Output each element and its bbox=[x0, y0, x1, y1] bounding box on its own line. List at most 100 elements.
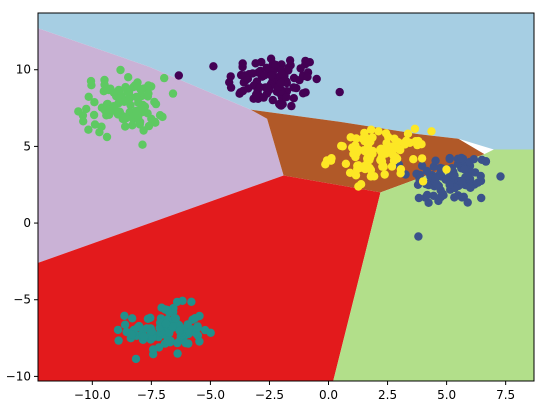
data-point-cluster-4 bbox=[158, 112, 167, 122]
data-point-cluster-5 bbox=[379, 162, 388, 171]
x-tick-label: −5.0 bbox=[196, 388, 225, 402]
data-point-cluster-3 bbox=[147, 327, 156, 336]
data-point-cluster-1 bbox=[260, 71, 269, 80]
data-point-cluster-1 bbox=[251, 59, 260, 68]
data-point-cluster-2 bbox=[457, 176, 466, 186]
data-point-cluster-3 bbox=[168, 322, 177, 331]
data-point-cluster-4 bbox=[120, 97, 129, 107]
data-point-cluster-4 bbox=[150, 97, 159, 107]
data-point-cluster-1 bbox=[226, 83, 236, 92]
data-point-cluster-1 bbox=[267, 71, 276, 80]
x-tick-label: −10.0 bbox=[74, 388, 111, 402]
data-point-cluster-5 bbox=[389, 151, 398, 160]
data-point-cluster-5 bbox=[374, 127, 383, 136]
data-point-cluster-1 bbox=[276, 101, 285, 110]
data-point-cluster-4 bbox=[147, 114, 156, 124]
data-point-cluster-3 bbox=[200, 325, 210, 335]
data-point-cluster-4 bbox=[89, 110, 99, 120]
data-point-cluster-5 bbox=[417, 154, 427, 163]
data-point-cluster-2 bbox=[432, 180, 442, 189]
data-point-cluster-5 bbox=[360, 164, 370, 174]
data-point-cluster-5 bbox=[442, 165, 451, 174]
data-point-cluster-4 bbox=[131, 106, 141, 116]
data-point-cluster-5 bbox=[351, 171, 361, 180]
data-point-cluster-1 bbox=[289, 83, 298, 92]
y-tick-label: 10 bbox=[16, 63, 31, 77]
data-point-cluster-4 bbox=[84, 92, 93, 102]
y-tick-label: 0 bbox=[23, 216, 31, 230]
data-point-cluster-1 bbox=[285, 56, 295, 65]
data-point-cluster-4 bbox=[102, 132, 112, 142]
data-point-cluster-5 bbox=[418, 177, 428, 186]
data-point-cluster-2 bbox=[496, 172, 505, 181]
data-point-cluster-2 bbox=[459, 192, 468, 201]
data-point-cluster-4 bbox=[124, 73, 133, 82]
data-point-cluster-3 bbox=[120, 320, 130, 329]
data-point-cluster-4 bbox=[116, 65, 125, 75]
data-point-cluster-3 bbox=[128, 314, 137, 323]
data-point-cluster-3 bbox=[190, 314, 200, 323]
data-point-cluster-3 bbox=[183, 320, 192, 329]
data-point-cluster-5 bbox=[409, 155, 418, 164]
data-point-cluster-3 bbox=[195, 337, 204, 346]
data-point-cluster-4 bbox=[100, 75, 109, 85]
data-point-cluster-3 bbox=[131, 354, 141, 364]
data-point-cluster-4 bbox=[82, 104, 91, 114]
data-point-cluster-2 bbox=[423, 190, 432, 200]
data-point-cluster-1 bbox=[296, 64, 305, 73]
data-point-cluster-5 bbox=[400, 138, 409, 148]
data-point-cluster-2 bbox=[431, 156, 440, 165]
data-point-cluster-5 bbox=[327, 154, 336, 163]
data-point-cluster-2 bbox=[471, 168, 480, 177]
data-point-cluster-5 bbox=[370, 172, 379, 181]
data-point-cluster-4 bbox=[78, 111, 88, 120]
data-point-cluster-1 bbox=[282, 78, 291, 88]
y-tick-label: −5 bbox=[13, 293, 31, 307]
data-point-cluster-5 bbox=[351, 152, 360, 162]
data-point-cluster-3 bbox=[173, 349, 182, 358]
data-point-cluster-1 bbox=[209, 62, 218, 71]
data-point-cluster-5 bbox=[403, 129, 413, 138]
data-point-cluster-5 bbox=[368, 146, 377, 156]
scatter-points bbox=[74, 54, 505, 364]
data-point-cluster-1 bbox=[244, 84, 253, 93]
data-point-cluster-5 bbox=[341, 159, 351, 168]
data-point-cluster-5 bbox=[363, 153, 373, 162]
data-point-cluster-3 bbox=[181, 339, 190, 348]
data-point-cluster-2 bbox=[415, 170, 424, 179]
data-point-cluster-2 bbox=[477, 193, 486, 203]
data-point-cluster-5 bbox=[368, 133, 377, 142]
data-point-cluster-2 bbox=[450, 193, 459, 202]
data-point-cluster-3 bbox=[161, 305, 170, 314]
data-point-cluster-5 bbox=[354, 182, 363, 191]
data-point-cluster-5 bbox=[393, 144, 403, 153]
y-tick-label: 5 bbox=[23, 139, 31, 153]
data-point-cluster-5 bbox=[359, 146, 368, 155]
x-tick-label: 0.0 bbox=[319, 388, 338, 402]
data-point-cluster-4 bbox=[87, 81, 96, 90]
data-point-cluster-5 bbox=[338, 142, 347, 151]
data-point-cluster-5 bbox=[351, 141, 360, 150]
data-point-cluster-1 bbox=[305, 58, 314, 67]
data-point-cluster-4 bbox=[123, 87, 133, 97]
data-point-cluster-5 bbox=[427, 127, 436, 136]
x-tick-label: −2.5 bbox=[255, 388, 284, 402]
data-point-cluster-3 bbox=[113, 325, 123, 335]
data-point-cluster-3 bbox=[169, 303, 178, 313]
data-point-cluster-2 bbox=[422, 166, 431, 176]
data-point-cluster-5 bbox=[396, 165, 406, 174]
x-axis: −10.0 −7.5 −5.0 −2.5 0.0 2.5 5.0 7.5 bbox=[74, 381, 515, 402]
data-point-cluster-5 bbox=[354, 161, 363, 170]
data-point-cluster-2 bbox=[429, 191, 438, 200]
data-point-cluster-1 bbox=[312, 74, 321, 84]
data-point-cluster-3 bbox=[149, 345, 158, 354]
data-point-cluster-4 bbox=[168, 89, 178, 98]
data-point-cluster-4 bbox=[126, 100, 135, 110]
data-point-cluster-3 bbox=[163, 336, 172, 345]
data-point-cluster-4 bbox=[144, 121, 154, 131]
x-tick-label: 2.5 bbox=[378, 388, 397, 402]
data-point-cluster-3 bbox=[173, 338, 182, 348]
data-point-cluster-5 bbox=[382, 138, 391, 148]
data-point-cluster-4 bbox=[144, 81, 153, 90]
data-point-cluster-4 bbox=[128, 121, 137, 130]
